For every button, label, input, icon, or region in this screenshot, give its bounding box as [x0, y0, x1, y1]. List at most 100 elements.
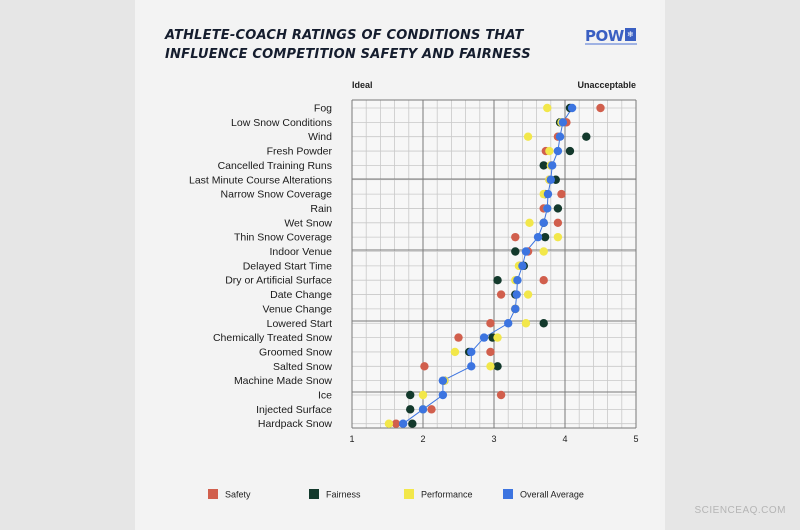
category-label: Venue Change	[263, 303, 333, 315]
category-label: Cancelled Training Runs	[218, 160, 332, 172]
fairness-point	[406, 390, 415, 400]
category-label: Fog	[314, 103, 332, 115]
overall-average-point	[521, 247, 531, 256]
overall-average-point	[467, 347, 476, 357]
category-label: Injected Surface	[256, 404, 332, 416]
category-label: Ice	[318, 390, 332, 402]
category-label: Hardpack Snow	[258, 418, 333, 430]
category-label: Lowered Start	[267, 318, 332, 330]
performance-point	[486, 362, 495, 371]
title-line-2: INFLUENCE COMPETITION SAFETY AND FAIRNES…	[165, 47, 531, 62]
fairness-point	[539, 161, 548, 170]
overall-average-point	[398, 419, 408, 428]
overall-average-point	[553, 146, 563, 156]
category-label: Wind	[308, 131, 332, 143]
fairness-point	[540, 232, 550, 242]
fairness-point	[493, 276, 502, 285]
pow-logo: POW ❄	[585, 27, 637, 47]
title-line-1: ATHLETE-COACH RATINGS OF CONDITIONS THAT	[165, 28, 524, 43]
safety-point	[391, 419, 401, 428]
fairness-point	[582, 132, 591, 141]
overall-average-point	[539, 218, 548, 227]
legend-swatch-overall-average	[503, 489, 513, 499]
category-label: Salted Snow	[273, 361, 332, 373]
x-tick-label: 1	[349, 434, 354, 444]
performance-point	[493, 333, 502, 342]
legend-label-fairness: Fairness	[326, 490, 361, 500]
legend-label-overall-average: Overall Average	[520, 490, 584, 500]
overall-average-point	[467, 362, 476, 371]
performance-point	[521, 319, 531, 328]
safety-point	[596, 103, 605, 113]
overall-average-point	[548, 161, 557, 170]
performance-point	[539, 247, 548, 256]
category-label: Delayed Start Time	[243, 260, 332, 272]
logo-text: POW	[585, 27, 624, 45]
snowflake-icon: ❄	[625, 28, 636, 41]
safety-point	[420, 362, 429, 371]
category-label: Groomed Snow	[259, 346, 332, 358]
x-tick-label: 4	[562, 434, 567, 444]
category-label: Fresh Powder	[267, 146, 333, 158]
performance-point	[523, 132, 533, 141]
legend-swatch-performance	[404, 489, 414, 499]
safety-point	[427, 405, 436, 414]
fairness-point	[539, 319, 548, 328]
performance-point	[418, 390, 428, 400]
overall-average-point	[513, 276, 522, 285]
safety-point	[454, 333, 463, 342]
overall-average-point	[543, 189, 553, 199]
safety-point	[539, 276, 548, 285]
performance-point	[553, 232, 563, 242]
overall-average-point	[558, 118, 568, 127]
overall-average-point	[567, 103, 577, 113]
category-label: Dry or Artificial Surface	[225, 275, 332, 287]
performance-point	[543, 103, 552, 113]
x-tick-label: 2	[420, 434, 425, 444]
safety-point	[486, 347, 495, 357]
performance-point	[545, 146, 554, 156]
overall-average-point	[511, 304, 520, 314]
legend-label-performance: Performance	[421, 490, 473, 500]
overall-average-point	[512, 290, 521, 299]
overall-average-point	[479, 333, 489, 342]
fairness-point	[493, 362, 502, 371]
safety-point	[496, 290, 506, 299]
safety-point	[511, 232, 520, 242]
overall-average-point	[418, 405, 428, 414]
overall-average-point	[546, 175, 555, 184]
chart-title: ATHLETE-COACH RATINGS OF CONDITIONS THAT…	[165, 26, 585, 64]
category-label: Chemically Treated Snow	[213, 332, 332, 344]
axis-label-unacceptable: Unacceptable	[577, 80, 636, 90]
overall-average-point	[555, 132, 565, 141]
watermark: SCIENCEAQ.COM	[694, 505, 786, 516]
overall-average-point	[518, 261, 527, 271]
category-label: Last Minute Course Alterations	[189, 174, 332, 186]
overall-average-point	[543, 204, 552, 213]
fairness-point	[553, 204, 563, 213]
axis-label-ideal: Ideal	[352, 80, 373, 90]
safety-point	[486, 319, 495, 328]
fairness-point	[511, 247, 520, 256]
legend-label-safety: Safety	[225, 490, 251, 500]
category-label: Low Snow Conditions	[231, 117, 332, 129]
legend-swatch-safety	[208, 489, 218, 499]
overall-average-point	[438, 390, 448, 400]
performance-point	[525, 218, 534, 227]
category-label: Date Change	[270, 289, 332, 301]
legend-swatch-fairness	[309, 489, 319, 499]
safety-point	[496, 390, 506, 400]
safety-point	[557, 189, 566, 199]
fairness-point	[408, 419, 417, 428]
logo-underline	[585, 43, 637, 45]
performance-point	[523, 290, 533, 299]
category-label: Thin Snow Coverage	[234, 232, 332, 244]
safety-point	[553, 218, 563, 227]
category-label: Rain	[310, 203, 332, 215]
fairness-point	[565, 146, 575, 156]
x-tick-label: 5	[633, 434, 638, 444]
overall-average-point	[438, 376, 448, 385]
performance-point	[450, 347, 460, 357]
performance-point	[384, 419, 394, 428]
